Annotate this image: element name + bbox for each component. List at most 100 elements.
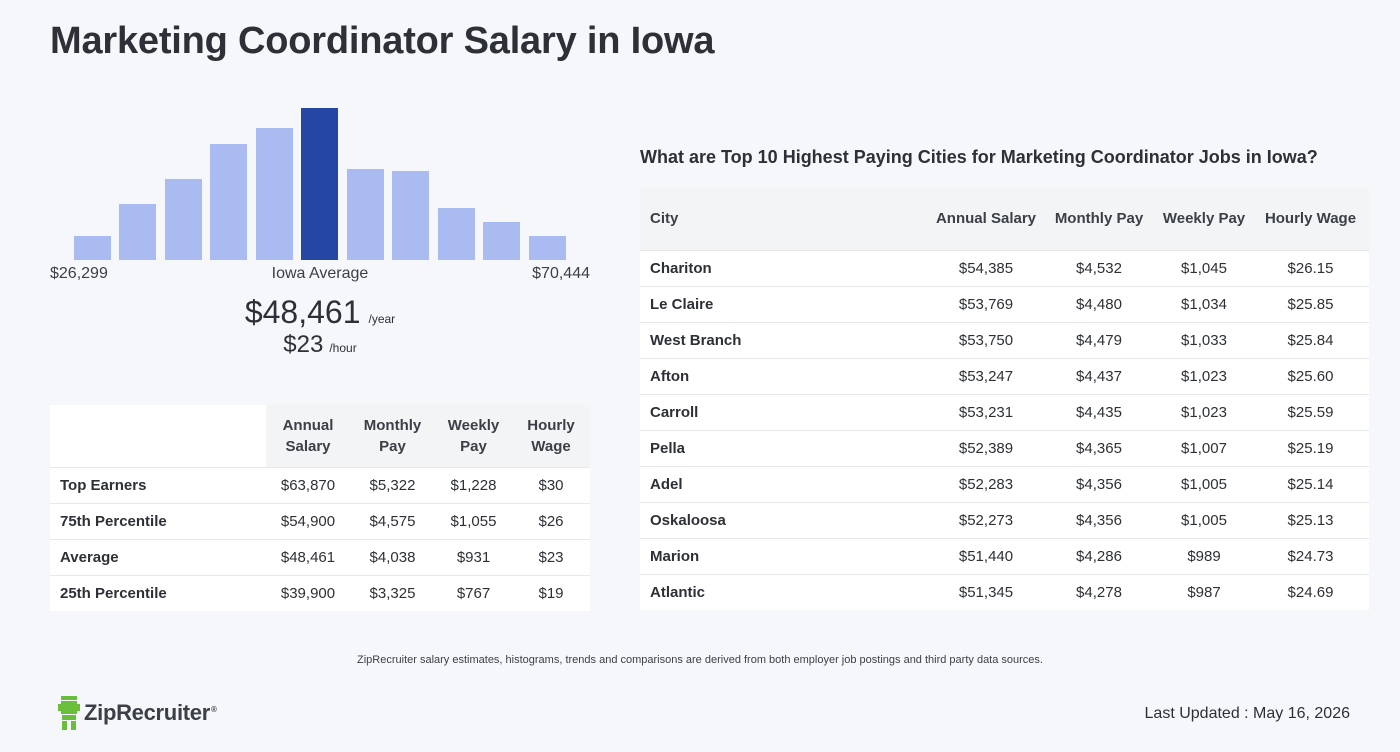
row-label: Top Earners <box>60 476 147 494</box>
histogram-bar <box>255 128 293 260</box>
table-row: Carroll $53,231 $4,435 $1,023 $25.59 <box>640 394 1369 430</box>
city-name: Pella <box>650 439 686 457</box>
histogram-bar <box>119 204 156 260</box>
annual-cell: $53,750 <box>958 331 1014 349</box>
table-row: Le Claire $53,769 $4,480 $1,034 $25.85 <box>640 286 1369 322</box>
histogram-bar <box>73 236 111 260</box>
table-row: West Branch $53,750 $4,479 $1,033 $25.84 <box>640 322 1369 358</box>
monthly-cell: $4,575 <box>369 512 416 530</box>
city-name: Marion <box>650 547 700 565</box>
cities-header-city: City <box>640 188 930 250</box>
page-title: Marketing Coordinator Salary in Iowa <box>50 20 715 62</box>
cities-header-weekly: Weekly Pay <box>1156 188 1252 250</box>
histogram-bar <box>210 144 247 260</box>
histogram-bar <box>483 222 520 260</box>
table-row: Oskaloosa $52,273 $4,356 $1,005 $25.13 <box>640 502 1369 538</box>
annual-cell: $63,870 <box>280 476 336 494</box>
cities-header-annual: Annual Salary <box>930 188 1042 250</box>
top-cities-table: City Annual Salary Monthly Pay Weekly Pa… <box>640 188 1369 610</box>
histogram-labels: $26,299 Iowa Average $70,444 <box>50 265 590 287</box>
weekly-cell: $1,228 <box>450 476 497 494</box>
monthly-cell: $4,365 <box>1076 439 1122 457</box>
ziprecruiter-logo[interactable]: ZipRecruiter® <box>58 696 217 730</box>
hourly-cell: $23 <box>538 548 564 566</box>
annual-cell: $48,461 <box>280 548 336 566</box>
annual-cell: $53,231 <box>958 403 1014 421</box>
top-cities-title: What are Top 10 Highest Paying Cities fo… <box>640 147 1318 167</box>
row-label: Average <box>60 548 119 566</box>
hourly-cell: $24.69 <box>1287 583 1334 601</box>
percentile-table-header: Annual Salary Monthly Pay Weekly Pay Hou… <box>50 405 590 467</box>
city-name: Adel <box>650 475 683 493</box>
hourly-cell: $24.73 <box>1287 547 1334 565</box>
hourly-cell: $26 <box>538 512 564 530</box>
annual-cell: $51,440 <box>958 547 1014 565</box>
table-row: Afton $53,247 $4,437 $1,023 $25.60 <box>640 358 1369 394</box>
hourly-cell: $25.85 <box>1287 295 1334 313</box>
row-label: 75th Percentile <box>60 512 167 530</box>
hourly-wage-unit: /hour <box>329 341 357 355</box>
histogram-bar <box>437 208 475 260</box>
city-name: Le Claire <box>650 295 714 313</box>
ziprecruiter-wordmark: ZipRecruiter® <box>84 700 217 726</box>
annual-cell: $54,900 <box>280 512 336 530</box>
weekly-cell: $1,034 <box>1181 295 1227 313</box>
hourly-cell: $25.19 <box>1287 439 1334 457</box>
annual-cell: $52,273 <box>958 511 1014 529</box>
row-label: 25th Percentile <box>60 584 167 602</box>
city-name: West Branch <box>650 331 742 349</box>
city-name: Afton <box>650 367 690 385</box>
annual-cell: $51,345 <box>958 583 1014 601</box>
hourly-cell: $25.13 <box>1287 511 1334 529</box>
table-row: Atlantic $51,345 $4,278 $987 $24.69 <box>640 574 1369 610</box>
monthly-cell: $4,038 <box>369 548 416 566</box>
percentile-salary-table: Annual Salary Monthly Pay Weekly Pay Hou… <box>50 405 590 611</box>
monthly-cell: $5,322 <box>369 476 416 494</box>
annual-cell: $53,769 <box>958 295 1014 313</box>
monthly-cell: $4,356 <box>1076 511 1122 529</box>
hourly-cell: $25.84 <box>1287 331 1334 349</box>
histogram-bar <box>164 179 202 260</box>
city-name: Carroll <box>650 403 699 421</box>
weekly-cell: $1,005 <box>1181 511 1227 529</box>
average-annual-salary: $48,461/year <box>50 294 590 331</box>
table-row: 75th Percentile $54,900 $4,575 $1,055 $2… <box>50 503 590 539</box>
histogram-min-label: $26,299 <box>50 265 108 282</box>
registered-mark: ® <box>210 704 217 714</box>
monthly-cell: $4,437 <box>1076 367 1122 385</box>
annual-cell: $52,283 <box>958 475 1014 493</box>
table-row: Chariton $54,385 $4,532 $1,045 $26.15 <box>640 250 1369 286</box>
weekly-cell: $1,055 <box>450 512 497 530</box>
weekly-cell: $1,005 <box>1181 475 1227 493</box>
city-name: Atlantic <box>650 583 706 601</box>
logo-text: ZipRecruiter <box>84 700 210 725</box>
hourly-cell: $19 <box>538 584 564 602</box>
weekly-cell: $1,023 <box>1181 367 1227 385</box>
weekly-cell: $989 <box>1187 547 1221 565</box>
monthly-cell: $4,480 <box>1076 295 1122 313</box>
histogram-bar <box>346 169 384 260</box>
monthly-cell: $4,286 <box>1076 547 1122 565</box>
data-source-disclaimer: ZipRecruiter salary estimates, histogram… <box>357 654 1043 666</box>
weekly-cell: $1,045 <box>1181 259 1227 277</box>
table-row: Pella $52,389 $4,365 $1,007 $25.19 <box>640 430 1369 466</box>
monthly-cell: $4,278 <box>1076 583 1122 601</box>
histogram-bar <box>528 236 566 260</box>
city-name: Oskaloosa <box>650 511 726 529</box>
annual-salary-unit: /year <box>368 312 396 326</box>
monthly-cell: $4,435 <box>1076 403 1122 421</box>
monthly-cell: $4,479 <box>1076 331 1122 349</box>
histogram-bar-average <box>301 108 338 260</box>
weekly-cell: $1,007 <box>1181 439 1227 457</box>
city-name: Chariton <box>650 259 712 277</box>
weekly-cell: $1,033 <box>1181 331 1227 349</box>
ziprecruiter-mascot-icon <box>58 696 80 730</box>
table-row: Adel $52,283 $4,356 $1,005 $25.14 <box>640 466 1369 502</box>
annual-cell: $39,900 <box>280 584 336 602</box>
annual-cell: $52,389 <box>958 439 1014 457</box>
percentile-header-blank <box>50 405 266 467</box>
monthly-cell: $4,356 <box>1076 475 1122 493</box>
cities-table-header: City Annual Salary Monthly Pay Weekly Pa… <box>640 188 1369 250</box>
annual-cell: $54,385 <box>958 259 1014 277</box>
cities-header-monthly: Monthly Pay <box>1042 188 1156 250</box>
